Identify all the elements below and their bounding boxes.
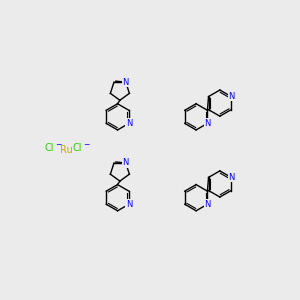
Text: Ru: Ru xyxy=(60,145,73,155)
Text: N: N xyxy=(204,200,211,209)
Text: N: N xyxy=(126,200,132,209)
Text: Cl: Cl xyxy=(72,143,82,153)
Text: N: N xyxy=(123,158,129,167)
Text: N: N xyxy=(228,173,234,182)
Text: N: N xyxy=(204,119,211,128)
Text: N: N xyxy=(126,119,132,128)
Text: Cl: Cl xyxy=(44,143,54,153)
Text: −: − xyxy=(55,140,61,149)
Text: N: N xyxy=(228,92,234,101)
Text: −: − xyxy=(83,140,89,149)
Text: N: N xyxy=(123,78,129,87)
